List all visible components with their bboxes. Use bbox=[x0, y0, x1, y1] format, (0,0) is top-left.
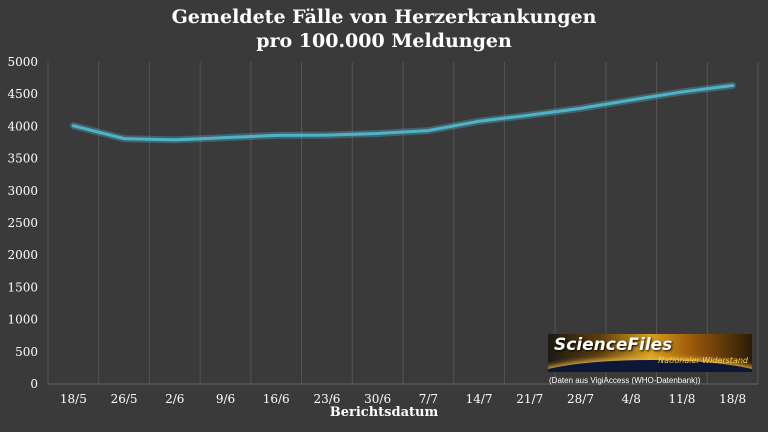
chart-subtitle: pro 100.000 Meldungen bbox=[256, 30, 512, 52]
x-axis-label: Berichtsdatum bbox=[329, 405, 439, 420]
x-tick-label: 23/6 bbox=[313, 392, 340, 406]
x-tick-label: 4/8 bbox=[622, 392, 641, 406]
x-tick-label: 9/6 bbox=[216, 392, 235, 406]
y-tick-label: 1500 bbox=[7, 280, 38, 294]
y-tick-label: 3000 bbox=[7, 184, 38, 198]
x-tick-label: 11/8 bbox=[668, 392, 695, 406]
series-line bbox=[71, 84, 735, 142]
y-tick-label: 2500 bbox=[7, 216, 38, 230]
y-tick-label: 500 bbox=[15, 345, 38, 359]
y-tick-label: 2000 bbox=[7, 248, 38, 262]
x-tick-label: 28/7 bbox=[567, 392, 594, 406]
x-tick-label: 21/7 bbox=[516, 392, 543, 406]
logo-tagline: Nationaler Widerstand bbox=[658, 356, 748, 365]
x-tick-label: 30/6 bbox=[364, 392, 391, 406]
y-tick-label: 4000 bbox=[7, 119, 38, 133]
source-note: (Daten aus VigiAccess (WHO-Datenbank)) bbox=[549, 376, 701, 385]
sciencefiles-logo: ScienceFiles Nationaler Widerstand bbox=[548, 334, 752, 372]
x-tick-label: 18/8 bbox=[719, 392, 746, 406]
y-tick-label: 5000 bbox=[7, 55, 38, 69]
y-tick-label: 3500 bbox=[7, 152, 38, 166]
y-tick-label: 1000 bbox=[7, 313, 38, 327]
x-tick-label: 2/6 bbox=[165, 392, 184, 406]
x-tick-label: 7/7 bbox=[419, 392, 438, 406]
x-tick-label: 26/5 bbox=[111, 392, 138, 406]
logo-horizon bbox=[548, 360, 752, 372]
x-tick-label: 16/6 bbox=[263, 392, 290, 406]
chart-title: Gemeldete Fälle von Herzerkrankungen bbox=[171, 6, 597, 28]
y-tick-label: 4500 bbox=[7, 87, 38, 101]
logo-brand-text: ScienceFiles bbox=[554, 335, 673, 355]
x-tick-label: 14/7 bbox=[466, 392, 493, 406]
x-tick-label: 18/5 bbox=[60, 392, 87, 406]
y-tick-label: 0 bbox=[30, 377, 38, 391]
